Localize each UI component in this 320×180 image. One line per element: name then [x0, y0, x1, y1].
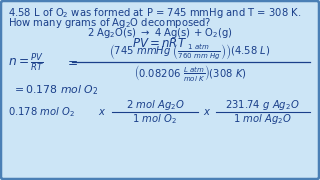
Text: $\left(745\ \mathit{mmHg}\ \left(\frac{1\ \mathit{atm}}{760\ \mathit{mm\ Hg}}\ri: $\left(745\ \mathit{mmHg}\ \left(\frac{1… — [109, 42, 271, 62]
Text: $x$: $x$ — [203, 107, 211, 117]
Text: 4.58 L of O$_2$ was formed at P = 745 mmHg and T = 308 K.: 4.58 L of O$_2$ was formed at P = 745 mm… — [8, 6, 301, 20]
Text: $2\ \mathit{mol}\ Ag_2O$: $2\ \mathit{mol}\ Ag_2O$ — [125, 98, 184, 112]
Text: $=$: $=$ — [65, 55, 78, 69]
Text: $231.74\ \mathit{g}\ Ag_2O$: $231.74\ \mathit{g}\ Ag_2O$ — [225, 98, 299, 112]
Text: How many grams of Ag$_2$O decomposed?: How many grams of Ag$_2$O decomposed? — [8, 16, 212, 30]
Text: $PV = nRT$: $PV = nRT$ — [132, 37, 188, 50]
Text: $1\ \mathit{mol}\ O_2$: $1\ \mathit{mol}\ O_2$ — [132, 112, 178, 126]
Text: $0.178\ \mathit{mol}\ O_2$: $0.178\ \mathit{mol}\ O_2$ — [8, 105, 75, 119]
Text: 2 Ag$_2$O(s) $\rightarrow$ 4 Ag(s) + O$_2$(g): 2 Ag$_2$O(s) $\rightarrow$ 4 Ag(s) + O$_… — [87, 26, 233, 40]
Text: $1\ \mathit{mol}\ Ag_2O$: $1\ \mathit{mol}\ Ag_2O$ — [233, 112, 292, 126]
Text: $x$: $x$ — [98, 107, 106, 117]
Text: $\left(0.08206\ \frac{\mathit{L\ atm}}{\mathit{mol\ K}}\right)(308\ \mathit{K})$: $\left(0.08206\ \frac{\mathit{L\ atm}}{\… — [134, 63, 246, 83]
Text: $= 0.178\ \mathit{mol}\ O_2$: $= 0.178\ \mathit{mol}\ O_2$ — [12, 83, 98, 97]
Text: $n = \frac{PV}{RT}$: $n = \frac{PV}{RT}$ — [8, 51, 44, 73]
